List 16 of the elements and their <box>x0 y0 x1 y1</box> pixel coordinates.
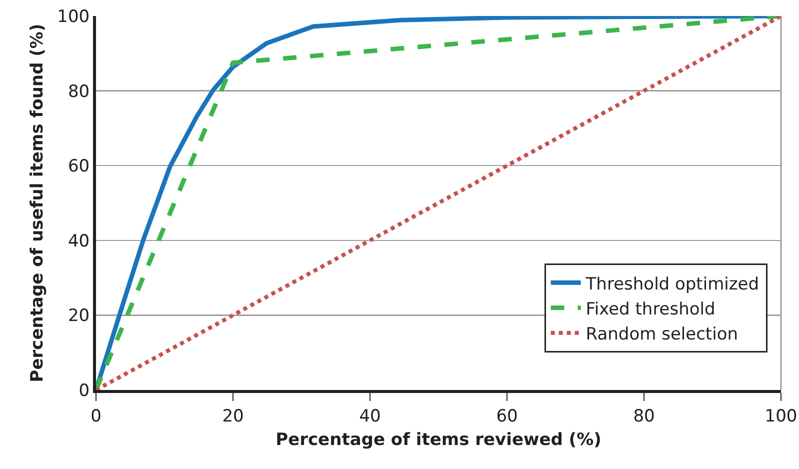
legend-label: Fixed threshold <box>586 299 716 320</box>
y-axis-title: Percentage of useful items found (%) <box>28 24 48 382</box>
y-tick-label: 20 <box>68 306 90 326</box>
x-axis-title: Percentage of items reviewed (%) <box>276 430 602 450</box>
y-tick-label: 100 <box>57 6 90 27</box>
x-tick-label: 80 <box>633 406 655 426</box>
y-tick-label: 0 <box>78 380 90 401</box>
y-tick-label: 60 <box>68 156 90 177</box>
x-tick-label: 20 <box>222 406 244 426</box>
x-tick-label: 100 <box>764 406 798 426</box>
y-tick-label: 40 <box>68 231 90 252</box>
legend-label: Random selection <box>586 324 738 344</box>
x-tick-label: 40 <box>359 406 381 426</box>
x-tick-label: 60 <box>496 406 518 426</box>
legend-label: Threshold optimized <box>584 274 760 294</box>
y-tick-label: 80 <box>68 82 90 102</box>
